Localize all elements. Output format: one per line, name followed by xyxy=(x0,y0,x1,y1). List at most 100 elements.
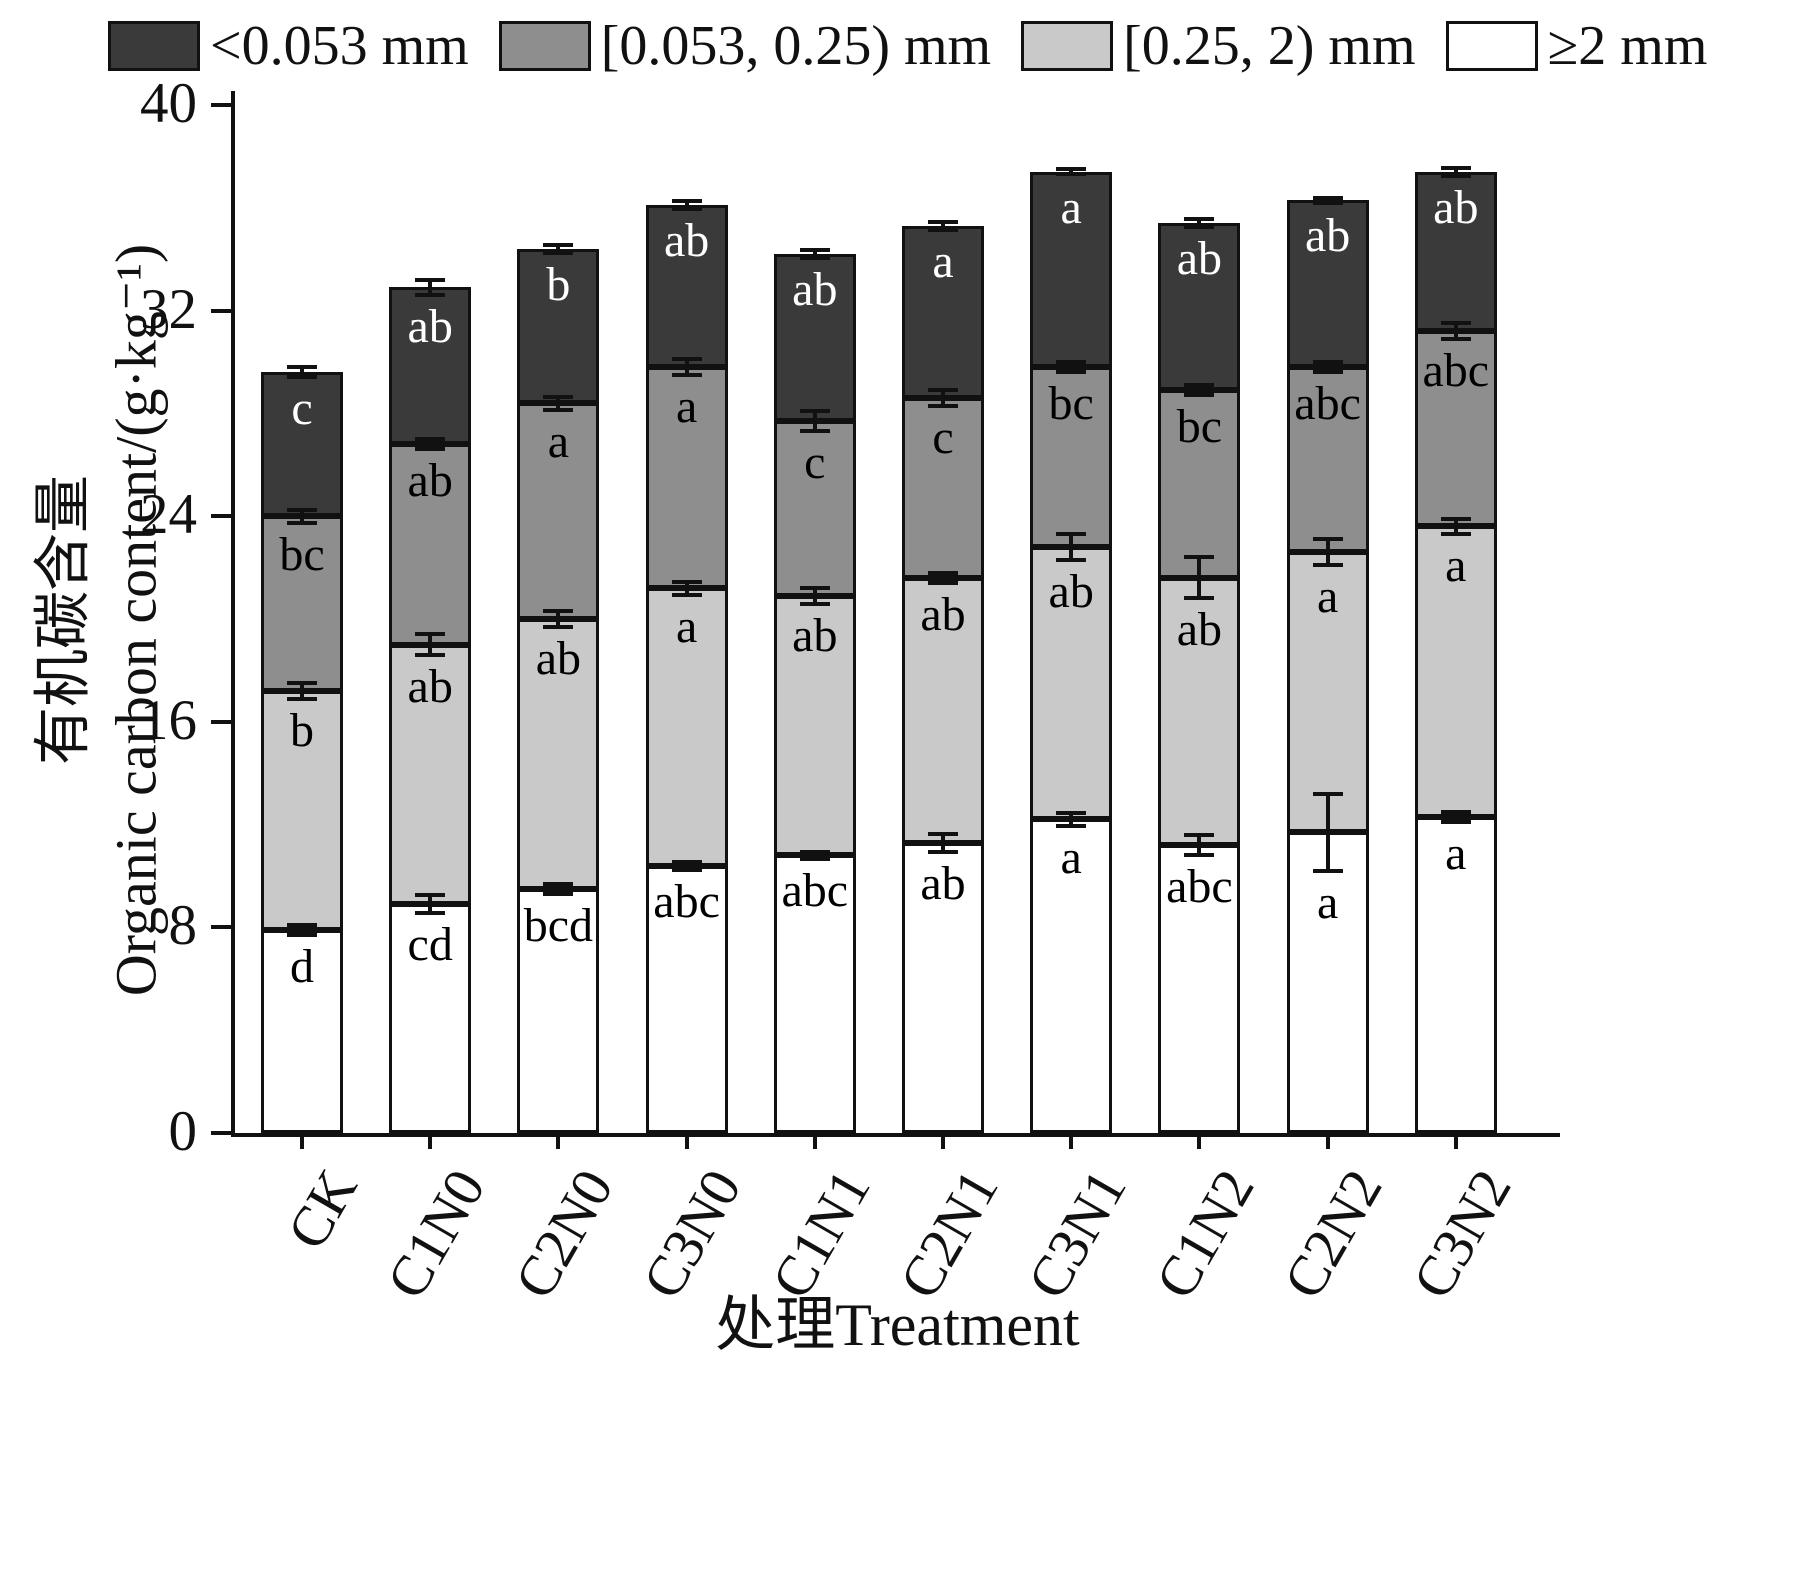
error-bar-cap xyxy=(671,859,702,864)
y-tick-label: 16 xyxy=(140,688,197,752)
error-bar-cap xyxy=(671,372,702,377)
bar-segment xyxy=(389,904,472,1133)
y-axis-title: 有机碳含量 Organic carbon content/(g·kg⁻¹) xyxy=(28,244,173,996)
error-bar-cap xyxy=(1312,360,1343,364)
error-bar-cap xyxy=(1056,167,1087,172)
error-bar xyxy=(1453,518,1458,535)
significance-label: a xyxy=(1060,180,1082,234)
error-bar-cap xyxy=(1440,516,1471,521)
error-bar-cap xyxy=(671,357,702,362)
error-bar xyxy=(1069,813,1074,826)
error-bar-cap xyxy=(1440,321,1471,326)
bar-segment xyxy=(902,577,984,843)
error-bar-cap xyxy=(671,207,702,212)
bar-segment xyxy=(261,929,343,1133)
error-bar-cap xyxy=(287,922,317,927)
significance-label: b xyxy=(290,703,314,757)
y-tick-label: 0 xyxy=(168,1100,198,1163)
bar-segment xyxy=(261,516,343,691)
legend-label: [0.053, 0.25) mm xyxy=(600,15,992,77)
significance-label: cd xyxy=(407,918,453,972)
error-bar xyxy=(1197,385,1202,396)
bar-segment xyxy=(645,367,728,589)
y-axis-title-en: Organic carbon content/(g·kg⁻¹) xyxy=(103,243,168,997)
error-bar-cap xyxy=(671,867,702,872)
bar-segment xyxy=(645,205,728,368)
significance-label: bcd xyxy=(523,898,594,952)
error-bar-cap xyxy=(1440,809,1471,814)
error-bar xyxy=(941,572,945,583)
significance-label: a xyxy=(1445,827,1467,881)
legend-label: ≥2 mm xyxy=(1547,15,1708,77)
y-tick xyxy=(211,308,231,313)
error-bar xyxy=(812,250,817,258)
error-bar xyxy=(1453,167,1458,176)
error-bar-cap xyxy=(1440,336,1471,341)
significance-label: abc xyxy=(1294,377,1361,431)
error-bar xyxy=(300,367,304,378)
significance-label: abc xyxy=(781,864,849,918)
x-tick-label: CK xyxy=(275,1159,370,1260)
error-bar-cap xyxy=(1184,225,1215,230)
significance-label: ab xyxy=(920,588,966,642)
significance-label: a xyxy=(1445,539,1467,593)
y-tick xyxy=(211,719,231,724)
error-bar-cap xyxy=(415,277,446,282)
significance-label: c xyxy=(291,382,313,436)
bar-segment xyxy=(1158,577,1241,846)
error-bar-cap xyxy=(287,507,317,512)
significance-label: a xyxy=(932,234,954,288)
significance-label: a xyxy=(1316,875,1339,929)
error-bar-cap xyxy=(1312,200,1343,205)
significance-label: d xyxy=(290,940,314,994)
error-bar-cap xyxy=(928,219,958,224)
bar-segment xyxy=(389,287,472,445)
error-bar xyxy=(1069,169,1074,175)
error-bar xyxy=(1197,219,1202,228)
y-tick xyxy=(211,514,231,519)
error-bar-cap xyxy=(287,681,317,686)
legend-item: [0.25, 2) mm xyxy=(1021,14,1416,78)
error-bar-cap xyxy=(1184,393,1215,398)
significance-label: ab xyxy=(407,454,453,508)
legend-label: <0.053 mm xyxy=(210,15,469,77)
error-bar-cap xyxy=(543,891,574,896)
error-bar-cap xyxy=(1312,537,1343,542)
error-bar-cap xyxy=(1184,832,1215,837)
bar-segment xyxy=(1158,390,1241,578)
significance-label: ab xyxy=(1304,209,1351,263)
error-bar-cap xyxy=(928,849,958,854)
bar-segment xyxy=(389,644,472,905)
error-bar xyxy=(428,634,433,655)
error-bar-cap xyxy=(799,248,830,253)
error-bar-cap xyxy=(415,911,446,916)
x-tick xyxy=(1197,1133,1202,1149)
bar-segment xyxy=(1030,819,1113,1133)
legend-item: <0.053 mm xyxy=(108,14,469,78)
significance-label: ab xyxy=(1176,232,1223,286)
error-bar-cap xyxy=(415,652,446,657)
error-bar xyxy=(300,924,304,936)
error-bar-cap xyxy=(1184,383,1215,388)
error-bar-cap xyxy=(543,250,574,255)
error-bar xyxy=(1069,534,1074,560)
error-bar-cap xyxy=(671,579,702,584)
legend-item: [0.053, 0.25) mm xyxy=(498,14,992,78)
error-bar-cap xyxy=(799,408,830,413)
error-bar xyxy=(556,883,561,894)
significance-label: ab xyxy=(407,659,453,713)
x-tick xyxy=(1069,1133,1074,1149)
error-bar xyxy=(1325,539,1330,566)
error-bar-cap xyxy=(543,624,574,629)
bar-segment xyxy=(1158,845,1241,1133)
error-bar-cap xyxy=(415,893,446,898)
error-bar-cap xyxy=(1184,555,1215,560)
significance-label: b xyxy=(546,257,571,311)
error-bar-cap xyxy=(928,581,958,586)
error-bar xyxy=(1325,362,1330,373)
error-bar xyxy=(684,359,689,375)
error-bar-cap xyxy=(1440,173,1471,178)
error-bar-cap xyxy=(287,520,317,525)
bar-segment xyxy=(645,865,728,1133)
significance-label: abc xyxy=(1166,860,1233,914)
